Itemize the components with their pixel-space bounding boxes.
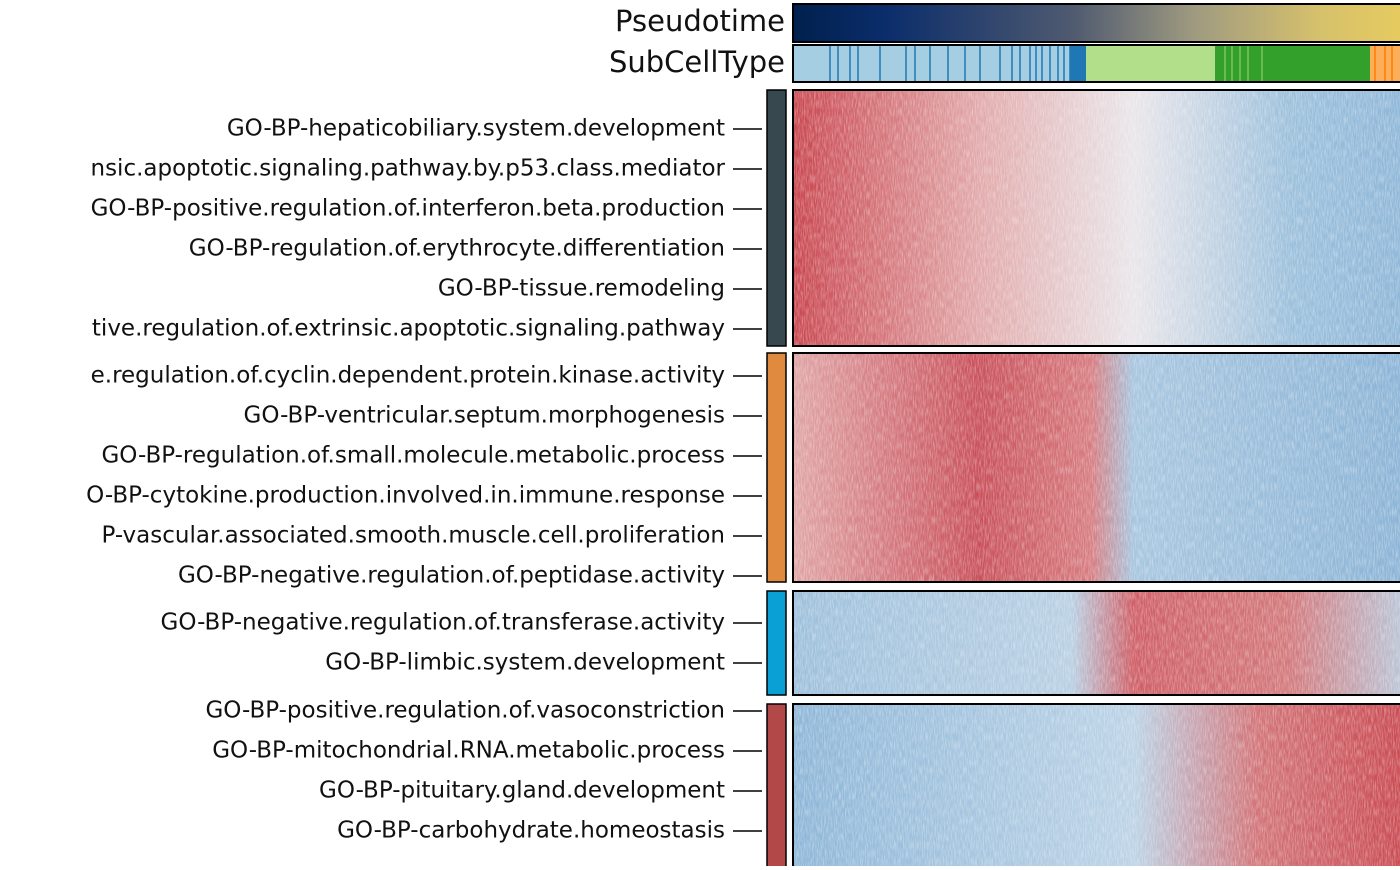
row-label: GO-BP-ventricular.septum.morphogenesis xyxy=(244,403,726,429)
cluster: GO-BP-hepaticobiliary.system.development… xyxy=(91,90,1400,346)
row-label: GO-BP-limbic.system.development xyxy=(325,650,725,676)
row-label: GO-BP-mitochondrial.RNA.metabolic.proces… xyxy=(212,738,725,764)
row-label: nsic.apoptotic.signaling.pathway.by.p53.… xyxy=(91,156,726,182)
heatmap-texture xyxy=(793,90,1400,346)
row-label: O-BP-cytokine.production.involved.in.imm… xyxy=(86,483,725,509)
stripe xyxy=(1070,45,1076,82)
heatmap-texture xyxy=(793,353,1400,582)
heatmap-texture xyxy=(793,704,1400,866)
row-label: tive.regulation.of.extrinsic.apoptotic.s… xyxy=(92,316,725,342)
row-label: GO-BP-negative.regulation.of.peptidase.a… xyxy=(178,563,725,589)
row-label: P-vascular.associated.smooth.muscle.cell… xyxy=(102,523,725,549)
annotation-name: SubCellType xyxy=(609,45,785,79)
cluster: e.regulation.of.cyclin.dependent.protein… xyxy=(86,353,1400,589)
row-label: GO-BP-positive.regulation.of.vasoconstri… xyxy=(205,698,725,724)
row-label: GO-BP-regulation.of.small.molecule.metab… xyxy=(101,443,725,469)
cluster: GO-BP-negative.regulation.of.transferase… xyxy=(161,591,1400,695)
row-label: GO-BP-regulation.of.erythrocyte.differen… xyxy=(189,236,725,262)
row-label: e.regulation.of.cyclin.dependent.protein… xyxy=(91,363,725,389)
pseudotime-bar xyxy=(793,4,1400,42)
stripe xyxy=(1080,45,1086,82)
cluster-color-bar xyxy=(767,704,786,866)
row-label: GO-BP-negative.regulation.of.transferase… xyxy=(161,610,725,636)
cluster-color-bar xyxy=(767,353,786,582)
row-label: GO-BP-pituitary.gland.development xyxy=(319,778,725,804)
row-label: GO-BP-tissue.remodeling xyxy=(438,276,725,302)
subcelltype-bar xyxy=(793,45,1400,82)
cluster: GO-BP-positive.regulation.of.vasoconstri… xyxy=(205,698,1400,867)
row-label: GO-BP-hepaticobiliary.system.development xyxy=(227,116,725,142)
annotation-name: Pseudotime xyxy=(615,4,785,38)
heatmap-texture xyxy=(793,591,1400,695)
cluster-color-bar xyxy=(767,591,786,695)
row-label: GO-BP-carbohydrate.homeostasis xyxy=(337,818,725,844)
cluster-color-bar xyxy=(767,90,786,346)
row-label: GO-BP-positive.regulation.of.interferon.… xyxy=(91,196,725,222)
annotation-bars xyxy=(793,4,1400,82)
